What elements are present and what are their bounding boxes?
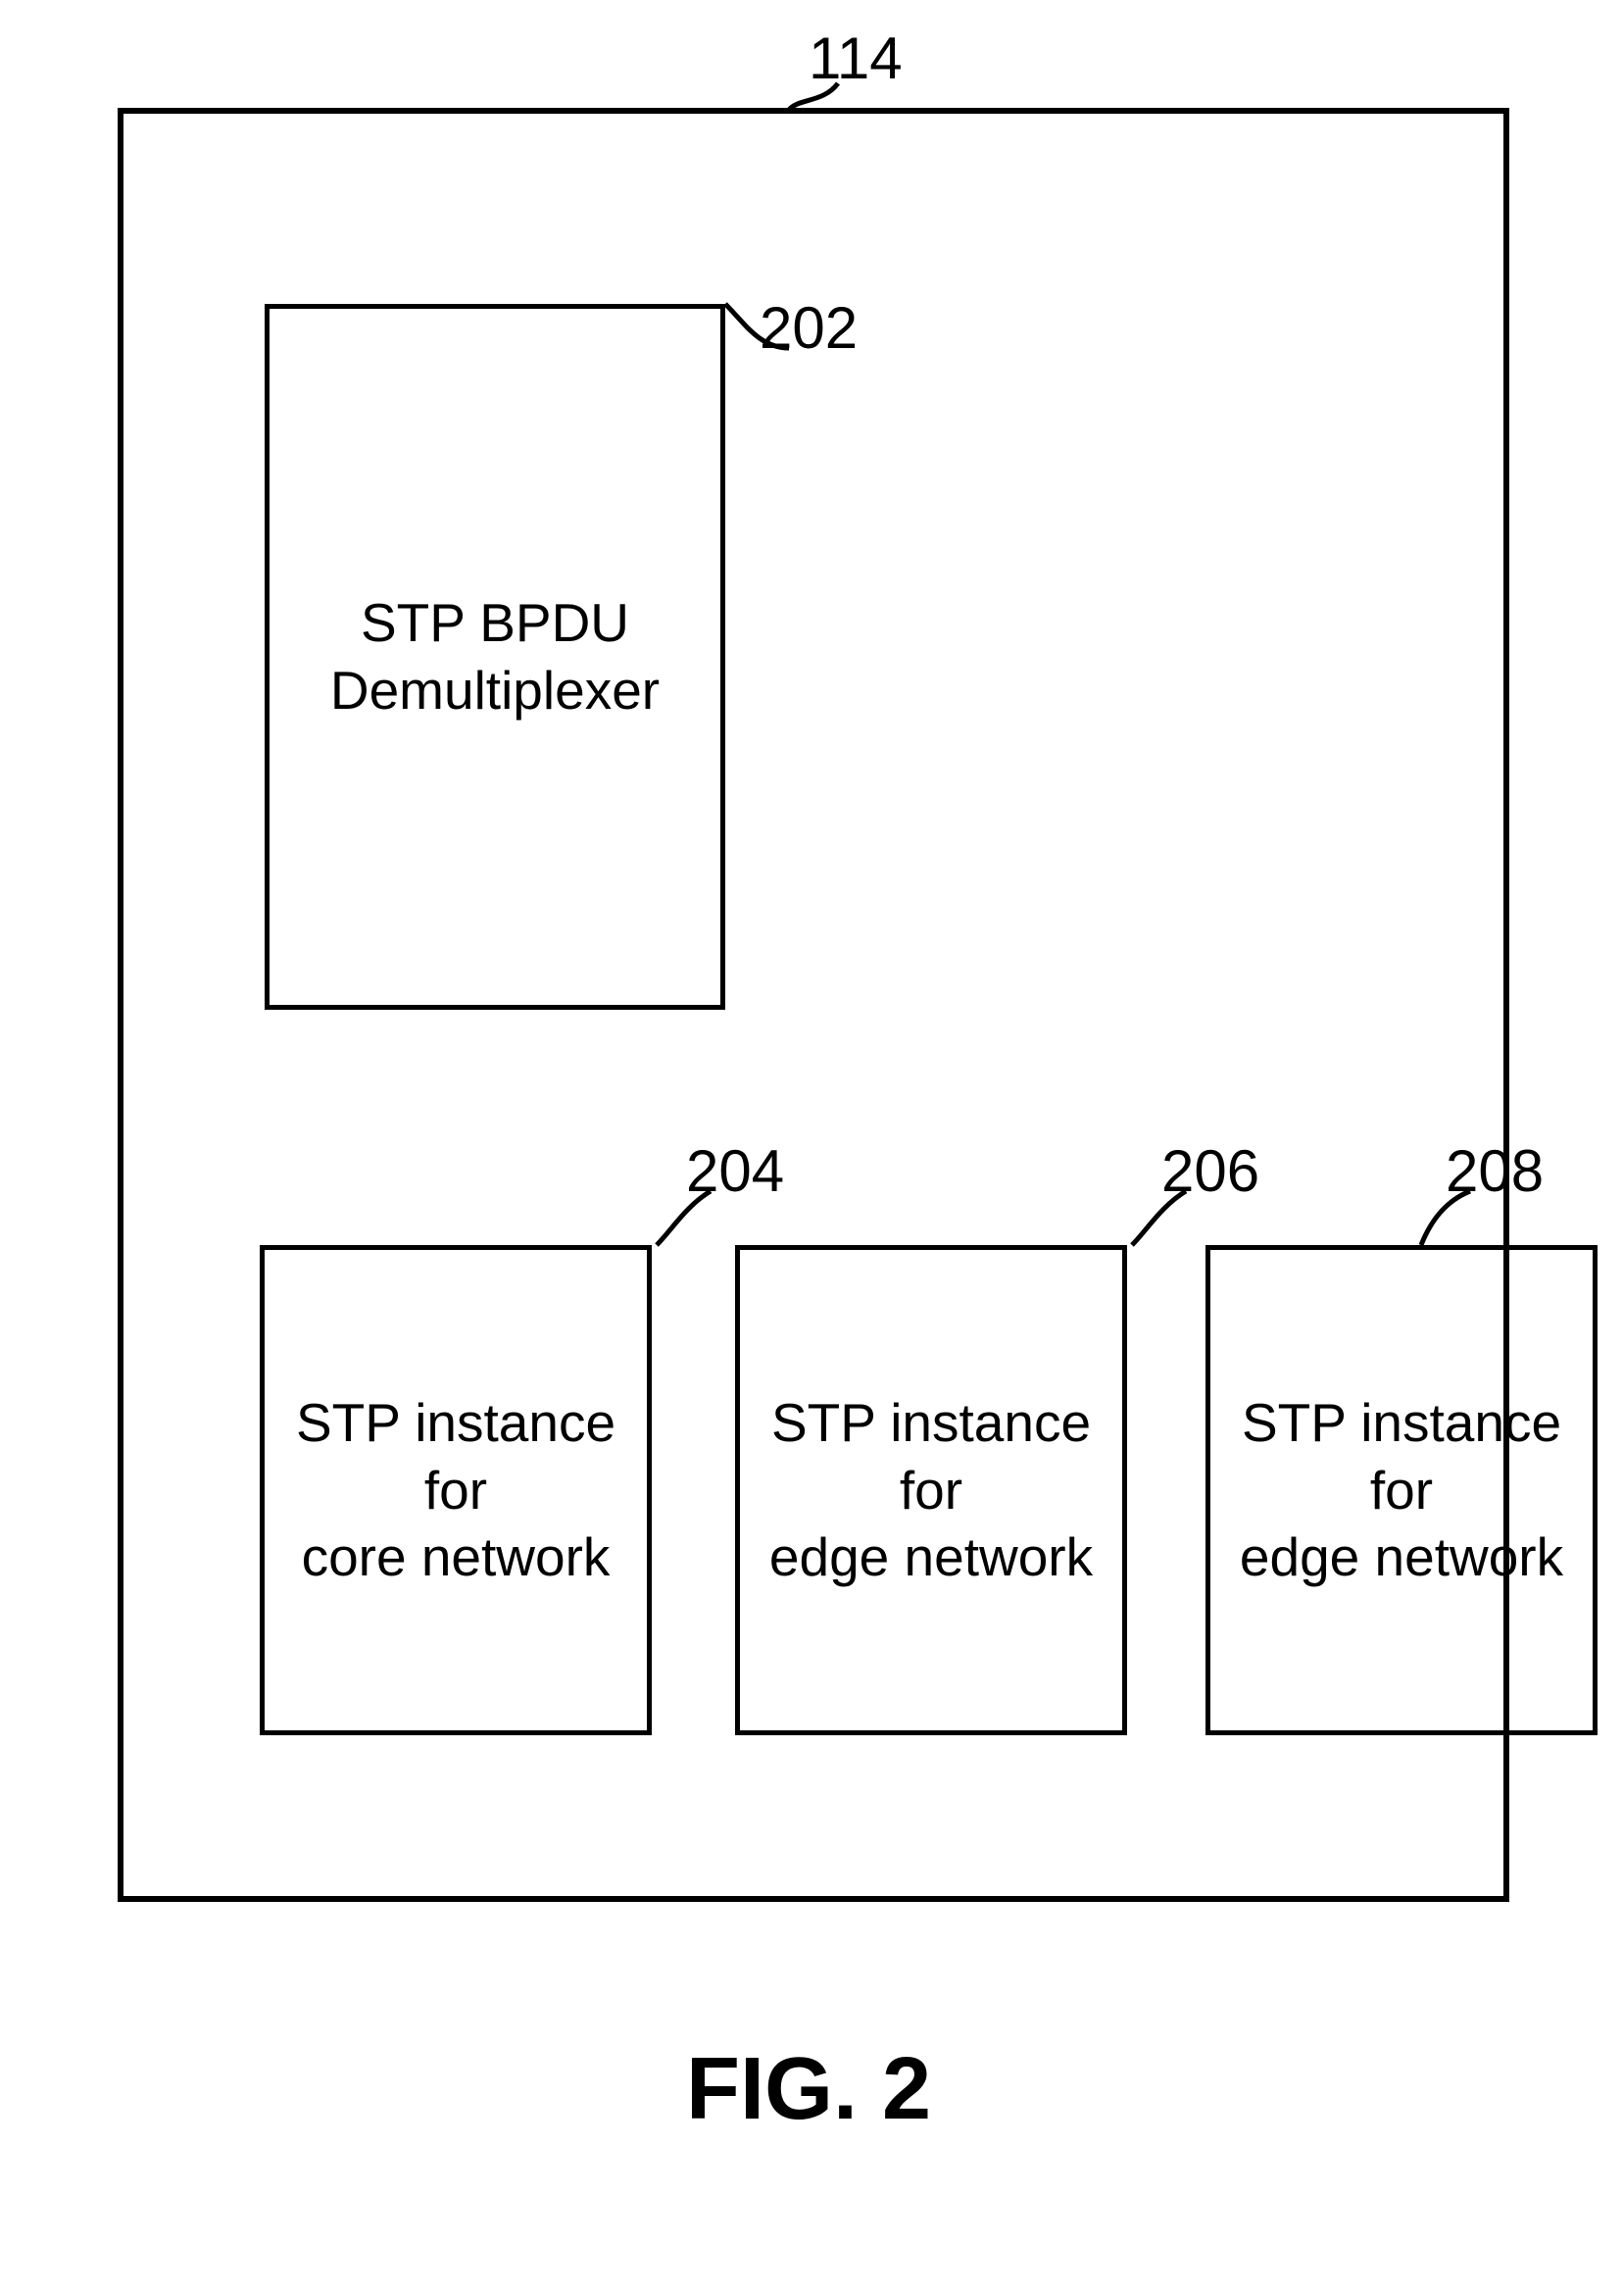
leader-edge1: [1132, 1191, 1186, 1245]
leader-edge2: [1421, 1191, 1470, 1245]
leader-outer: [789, 83, 838, 110]
leader-lines: [0, 0, 1623, 2296]
figure-canvas: STP BPDUDemultiplexer STP instance forco…: [0, 0, 1623, 2296]
leader-demux: [725, 304, 789, 348]
figure-caption: FIG. 2: [686, 2039, 931, 2140]
leader-core: [657, 1191, 711, 1245]
